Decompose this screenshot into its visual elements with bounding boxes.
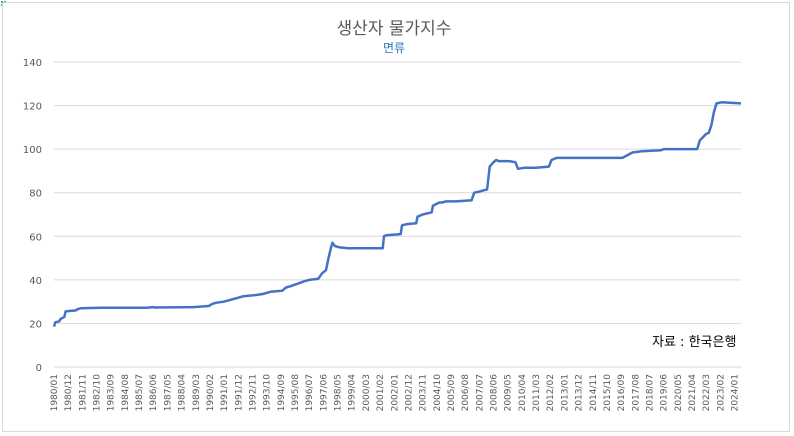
x-tick-label: 2024/01 <box>731 374 741 411</box>
x-tick-label: 1989/03 <box>192 374 202 411</box>
x-tick-label: 1995/08 <box>291 374 301 412</box>
x-tick-label: 2017/08 <box>631 374 641 412</box>
x-tick-label: 2010/04 <box>518 374 528 412</box>
x-tick-label: 1994/09 <box>277 374 287 412</box>
series-layer <box>52 101 742 328</box>
x-tick-label: 2019/06 <box>660 374 670 412</box>
x-tick-label: 2018/07 <box>645 374 655 411</box>
gridlines <box>54 61 741 368</box>
x-tick-label: 2015/10 <box>603 374 613 412</box>
x-tick-label: 2021/04 <box>688 374 698 412</box>
x-tick-label: 2001/02 <box>376 374 386 411</box>
x-tick-label: 2002/12 <box>404 374 414 411</box>
x-tick-label: 1990/02 <box>206 374 216 411</box>
x-tick-label: 1999/04 <box>348 374 358 412</box>
x-tick-label: 2011/03 <box>532 374 542 411</box>
x-tick-label: 1981/11 <box>78 374 88 411</box>
x-tick-label: 1998/05 <box>334 374 344 411</box>
y-tick-label: 140 <box>23 58 42 69</box>
x-tick-label: 2003/11 <box>419 374 429 411</box>
x-tick-label: 2005/09 <box>447 374 457 412</box>
x-tick-label: 1983/09 <box>107 374 117 412</box>
x-tick-label: 2016/09 <box>617 374 627 412</box>
x-tick-label: 2002/01 <box>390 374 400 411</box>
x-tick-label: 2008/06 <box>490 374 500 412</box>
x-tick-label: 1992/11 <box>248 374 258 411</box>
y-tick-label: 80 <box>29 189 42 200</box>
y-tick-label: 20 <box>29 319 42 330</box>
x-tick-label: 1988/04 <box>178 374 188 412</box>
chart-title: 생산자 물가지수 <box>337 19 452 39</box>
x-tick-label: 1987/05 <box>163 374 173 411</box>
x-tick-label: 1980/01 <box>50 374 60 411</box>
x-tick-label: 2000/03 <box>362 374 372 411</box>
y-tick-label: 100 <box>23 145 42 156</box>
x-tick-label: 1997/06 <box>319 374 329 412</box>
y-tick-label: 0 <box>36 363 42 374</box>
chart-subtitle: 면류 <box>383 41 405 55</box>
x-tick-label: 1985/07 <box>135 374 145 411</box>
x-tick-label: 2022/03 <box>702 374 712 411</box>
chart-frame <box>2 2 790 432</box>
x-axis: 1980/01 1980/12 1981/11 1982/10 1983/09 1984/… <box>50 374 741 412</box>
x-tick-label: 2004/10 <box>433 374 443 412</box>
y-tick-label: 120 <box>23 102 42 113</box>
x-tick-label: 2007/07 <box>475 374 485 411</box>
series-line-0 <box>52 101 742 328</box>
y-tick-label: 60 <box>29 232 42 243</box>
y-tick-label: 40 <box>29 276 42 287</box>
x-tick-label: 1993/10 <box>263 374 273 412</box>
x-tick-label: 1986/06 <box>149 374 159 412</box>
x-tick-label: 2014/11 <box>589 374 599 411</box>
x-tick-label: 2023/02 <box>716 374 726 411</box>
x-tick-label: 2020/05 <box>674 374 684 411</box>
y-axis: 0 20 40 60 80 100 120 140 <box>23 58 42 374</box>
x-tick-label: 2013/01 <box>560 374 570 411</box>
x-tick-label: 2006/08 <box>461 374 471 412</box>
x-tick-label: 1982/10 <box>93 374 103 412</box>
x-tick-label: 2009/05 <box>504 374 514 411</box>
corner-mark-icon <box>0 0 6 6</box>
x-tick-label: 1991/01 <box>220 374 230 411</box>
x-tick-label: 1991/12 <box>234 374 244 411</box>
x-tick-label: 2012/02 <box>546 374 556 411</box>
x-tick-label: 1984/08 <box>121 374 131 412</box>
x-tick-label: 1996/07 <box>305 374 315 411</box>
x-tick-label: 2013/12 <box>575 374 585 411</box>
x-tick-label: 1980/12 <box>64 374 74 411</box>
source-note: 자료 : 한국은행 <box>652 334 736 350</box>
